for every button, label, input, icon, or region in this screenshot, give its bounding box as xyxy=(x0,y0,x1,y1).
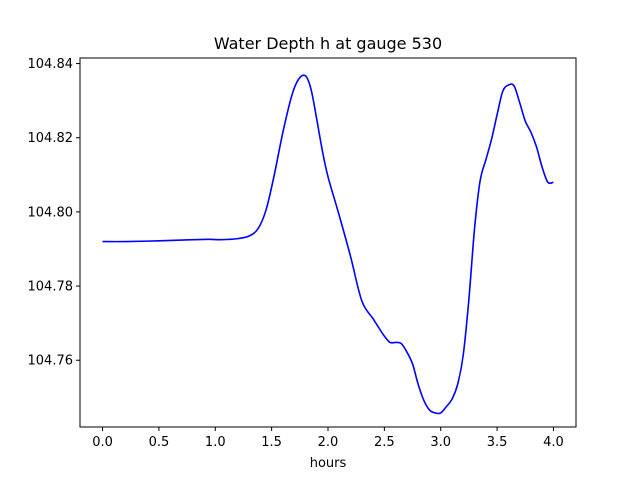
x-tick-label: 1.5 xyxy=(261,435,282,450)
series-line-0 xyxy=(102,74,554,415)
x-tick-label: 0.5 xyxy=(149,435,170,450)
series-layer xyxy=(102,74,554,415)
y-tick-label: 104.82 xyxy=(28,131,74,146)
y-tick-label: 104.76 xyxy=(28,354,74,369)
x-axis: 0.0 0.5 1.0 1.5 2.0 2.5 3.0 3.5 4.0 xyxy=(92,427,564,450)
x-tick-label: 1.0 xyxy=(205,435,226,450)
y-tick-label: 104.80 xyxy=(28,205,74,220)
x-axis-label: hours xyxy=(310,456,347,471)
x-tick-label: 0.0 xyxy=(92,435,113,450)
x-tick-label: 4.0 xyxy=(543,435,564,450)
y-tick-label: 104.84 xyxy=(28,57,74,72)
y-axis: 104.76 104.78 104.80 104.82 104.84 xyxy=(28,57,80,369)
x-tick-label: 3.5 xyxy=(487,435,508,450)
x-tick-label: 2.5 xyxy=(374,435,395,450)
chart-title: Water Depth h at gauge 530 xyxy=(214,34,442,53)
x-tick-label: 3.0 xyxy=(430,435,451,450)
y-tick-label: 104.78 xyxy=(28,280,74,295)
x-tick-label: 2.0 xyxy=(318,435,339,450)
